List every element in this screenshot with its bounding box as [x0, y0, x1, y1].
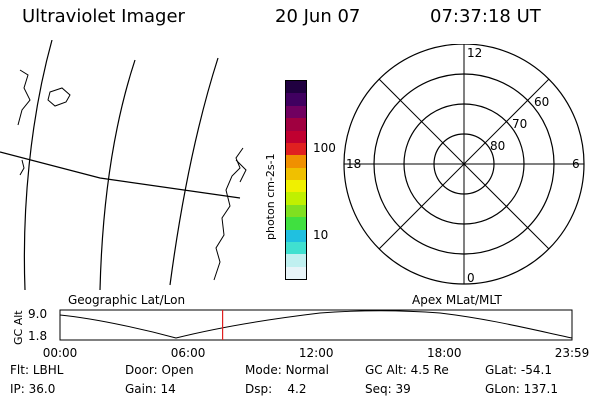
colorbar-tick-10: 10 — [313, 228, 329, 242]
info-seq: Seq: 39 — [365, 382, 411, 396]
geographic-map — [0, 40, 247, 290]
colorbar-segment — [286, 130, 306, 143]
map-grid-line — [99, 59, 136, 290]
altitude-plot: GC Alt 9.0 1.8 00:00 06:00 12:00 18:00 23:59 — [12, 307, 590, 360]
mlt-label-6: 6 — [572, 157, 580, 171]
polar-axis-diagonal — [378, 78, 550, 250]
app-title: Ultraviolet Imager — [22, 6, 185, 27]
colorbar-segment — [286, 241, 306, 255]
info-gain: Gain: 14 — [125, 382, 176, 396]
coastline — [19, 159, 25, 176]
colorbar-segment — [286, 204, 306, 218]
colorbar — [285, 80, 307, 280]
colorbar-segment — [286, 217, 306, 230]
altitude-xticks: 00:00 06:00 12:00 18:00 23:59 — [43, 346, 590, 360]
coastline — [235, 159, 247, 183]
map-grid-line — [0, 151, 241, 199]
coastline-island — [47, 87, 71, 107]
lat-label-80: 80 — [490, 139, 505, 153]
colorbar-segment — [286, 266, 306, 279]
info-panel: Flt: LBHL Door: Open Mode: Normal GC Alt… — [10, 363, 600, 399]
time-label: 07:37:18 UT — [430, 6, 541, 27]
colorbar-segment — [286, 81, 306, 94]
date-label: 20 Jun 07 — [275, 6, 361, 27]
colorbar-segment — [286, 167, 306, 180]
coastline — [17, 69, 31, 126]
colorbar-segment — [286, 93, 306, 106]
colorbar-segment — [286, 192, 306, 205]
map-grid-line — [169, 57, 219, 286]
info-ip: IP: 36.0 — [10, 382, 56, 396]
info-dsp: Dsp: 4.2 — [245, 382, 307, 396]
info-gc-alt: GC Alt: 4.5 Re — [365, 363, 449, 377]
altitude-xtick-label: 00:00 — [43, 346, 78, 360]
altitude-frame — [59, 309, 573, 341]
info-glon: GLon: 137.1 — [485, 382, 558, 396]
colorbar-unit-text: photon cm-2s-1 — [264, 153, 277, 240]
mlt-label-18: 18 — [346, 157, 361, 171]
info-mode: Mode: Normal — [245, 363, 329, 377]
colorbar-segment — [286, 229, 306, 242]
altitude-xtick-label: 23:59 — [555, 346, 590, 360]
altitude-xtick-label: 12:00 — [299, 346, 334, 360]
coastline — [213, 147, 244, 281]
colorbar-tick-100: 100 — [313, 141, 336, 155]
altitude-ytick-top: 9.0 — [28, 307, 47, 321]
colorbar-segment — [286, 254, 306, 267]
altitude-xtick-label: 18:00 — [427, 346, 462, 360]
geographic-label: Geographic Lat/Lon — [68, 293, 186, 307]
polar-plot: 12 18 6 0 60 70 80 — [343, 44, 585, 285]
info-flt: Flt: LBHL — [10, 363, 64, 377]
lat-label-60: 60 — [534, 95, 549, 109]
info-door: Door: Open — [125, 363, 194, 377]
colorbar-segment — [286, 118, 306, 131]
apex-label: Apex MLat/MLT — [412, 293, 502, 307]
altitude-ytick-bottom: 1.8 — [28, 329, 47, 343]
colorbar-segment — [286, 142, 306, 156]
altitude-ylabel: GC Alt — [12, 310, 25, 345]
map-grid-line — [23, 40, 53, 290]
colorbar-segment — [286, 155, 306, 168]
colorbar-segment — [286, 180, 306, 193]
altitude-curve — [59, 310, 573, 339]
colorbar-segment — [286, 105, 306, 119]
mlt-label-12: 12 — [467, 46, 482, 60]
info-glat: GLat: -54.1 — [485, 363, 552, 377]
lat-label-70: 70 — [512, 117, 527, 131]
mlt-label-0: 0 — [467, 271, 475, 285]
colorbar-unit-label: photon cm-2s-1 — [264, 153, 277, 240]
altitude-xtick-label: 06:00 — [171, 346, 206, 360]
